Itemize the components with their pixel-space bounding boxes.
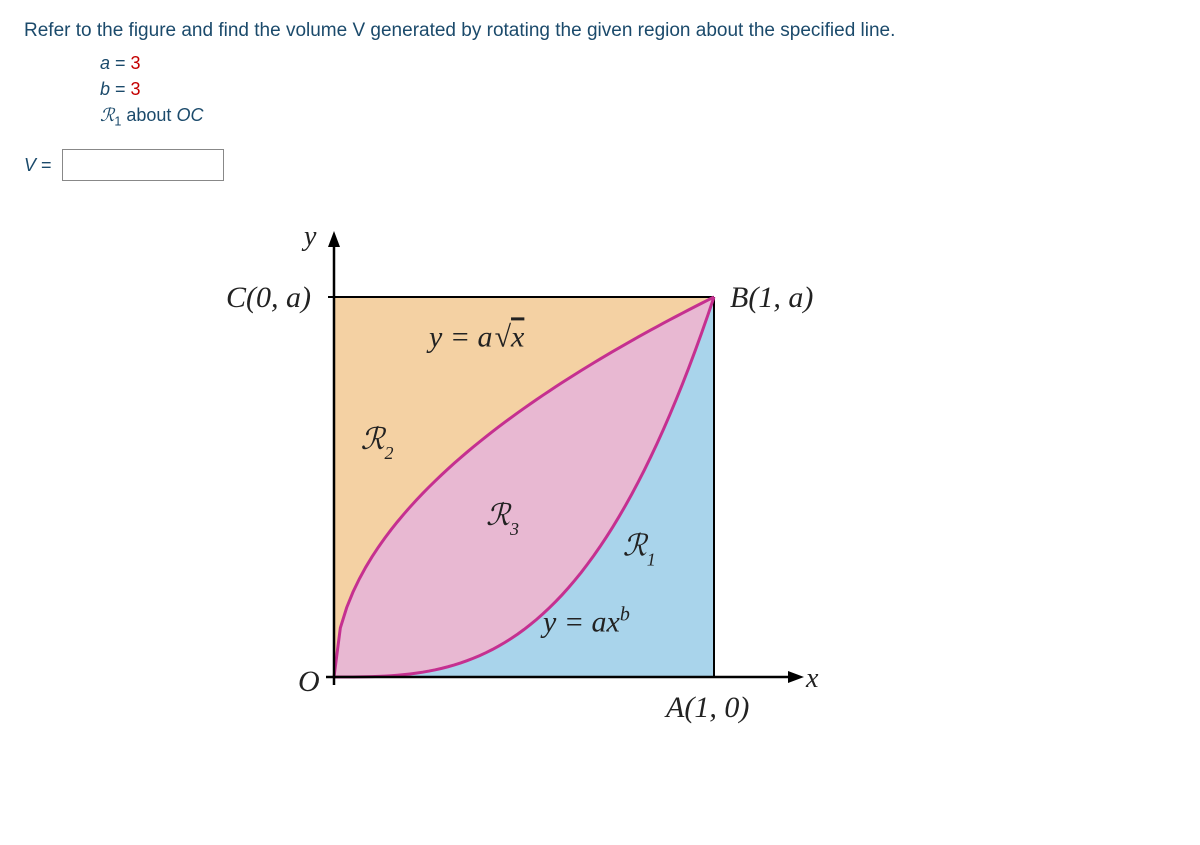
- x-axis-label: x: [805, 663, 819, 694]
- param-rotation: ℛ1 about OC: [100, 102, 1176, 131]
- label-C: C(0, a): [226, 281, 311, 314]
- x-axis-arrow: [788, 671, 804, 683]
- answer-label: V =: [24, 155, 52, 176]
- origin-label: O: [298, 665, 320, 698]
- figure-svg: yxOC(0, a)B(1, a)A(1, 0)y = a√xy = axbℛ2…: [214, 207, 874, 767]
- param-b: b = 3: [100, 76, 1176, 102]
- param-a: a = 3: [100, 50, 1176, 76]
- label-B: B(1, a): [730, 281, 813, 314]
- parameter-block: a = 3 b = 3 ℛ1 about OC: [100, 50, 1176, 131]
- equation-pow: y = axb: [540, 603, 630, 638]
- y-axis-arrow: [328, 231, 340, 247]
- answer-input[interactable]: [62, 149, 224, 181]
- figure: yxOC(0, a)B(1, a)A(1, 0)y = a√xy = axbℛ2…: [214, 207, 874, 767]
- y-axis-label: y: [301, 221, 317, 252]
- label-A: A(1, 0): [664, 691, 749, 724]
- answer-row: V =: [24, 149, 1176, 181]
- equation-sqrt: y = a√x: [426, 320, 525, 353]
- problem-statement: Refer to the figure and find the volume …: [24, 20, 1176, 42]
